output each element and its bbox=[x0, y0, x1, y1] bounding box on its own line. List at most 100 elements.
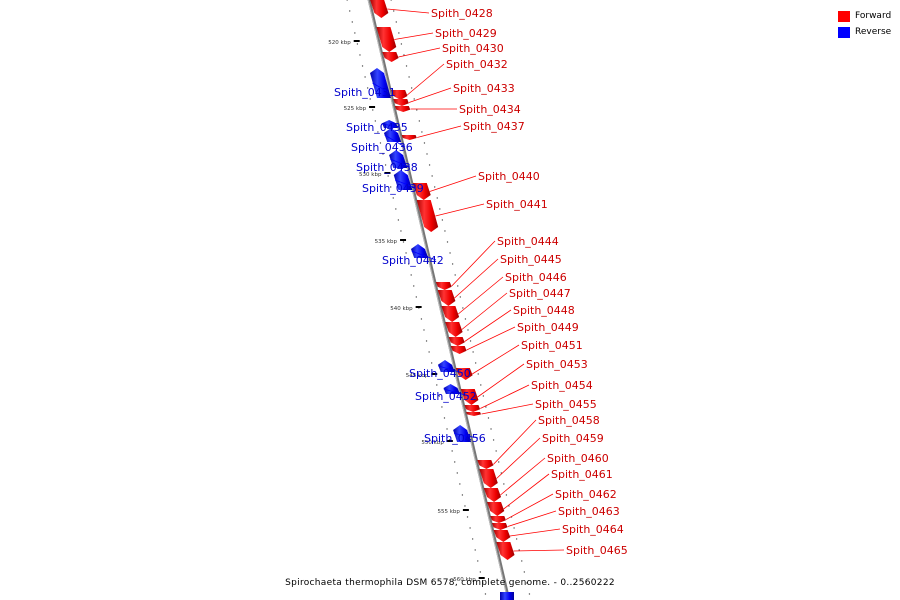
gene-label[interactable]: Spith_0452 bbox=[415, 390, 477, 403]
gene-spith-0464[interactable] bbox=[493, 530, 511, 542]
gene-label[interactable]: Spith_0463 bbox=[558, 505, 620, 518]
legend-reverse-label: Reverse bbox=[855, 27, 892, 37]
guide-dot bbox=[405, 252, 407, 254]
gene-spith-0448[interactable] bbox=[448, 337, 465, 346]
guide-dot bbox=[466, 516, 469, 518]
gene-spith-0446[interactable] bbox=[441, 306, 460, 322]
gene-label[interactable]: Spith_0444 bbox=[497, 235, 559, 248]
gene-label[interactable]: Spith_0430 bbox=[442, 42, 504, 55]
guide-dot bbox=[364, 76, 366, 78]
gene-spith-0434[interactable] bbox=[394, 106, 411, 112]
gene-label[interactable]: Spith_0438 bbox=[356, 161, 418, 174]
guide-dot bbox=[513, 527, 515, 529]
gene-label[interactable]: Spith_0433 bbox=[453, 82, 515, 95]
gene-spith-0450[interactable] bbox=[437, 360, 455, 372]
gene-spith-0449[interactable] bbox=[450, 346, 467, 354]
guide-dot bbox=[474, 362, 477, 364]
gene-spith-0455[interactable] bbox=[466, 412, 482, 416]
gene-spith-0465[interactable] bbox=[496, 542, 515, 560]
guide-dot bbox=[462, 307, 464, 309]
guide-dot bbox=[472, 351, 474, 353]
gene-label[interactable]: Spith_0442 bbox=[382, 254, 444, 267]
gene-label[interactable]: Spith_0428 bbox=[431, 7, 493, 20]
gene-spith-0459[interactable] bbox=[479, 469, 498, 488]
gene-label[interactable]: Spith_0446 bbox=[505, 271, 567, 284]
gene-spith-0433[interactable] bbox=[393, 99, 409, 106]
gene-label[interactable]: Spith_0449 bbox=[517, 321, 579, 334]
gene-label[interactable]: Spith_0458 bbox=[538, 414, 600, 427]
gene-pointer-line bbox=[500, 457, 546, 496]
gene-spith-0440[interactable] bbox=[412, 183, 431, 200]
guide-dot bbox=[359, 54, 361, 56]
gene-spith-0428[interactable] bbox=[370, 0, 389, 18]
guide-dot bbox=[523, 571, 526, 573]
gene-spith-0444[interactable] bbox=[435, 282, 452, 290]
guide-dot bbox=[387, 175, 389, 177]
gene-spith-0437[interactable] bbox=[401, 135, 417, 140]
gene-spith-0456[interactable] bbox=[453, 425, 472, 442]
gene-label[interactable]: Spith_0448 bbox=[513, 304, 575, 317]
gene-label[interactable]: Spith_0451 bbox=[521, 339, 583, 352]
gene-spith-0429[interactable] bbox=[376, 27, 397, 52]
gene-label[interactable]: Spith_0445 bbox=[500, 253, 562, 266]
gene-spith-0452[interactable] bbox=[443, 384, 460, 394]
guide-dot bbox=[471, 538, 474, 540]
gene-spith-0438[interactable] bbox=[389, 150, 408, 168]
gene-spith-0454[interactable] bbox=[464, 405, 481, 412]
gene-pointer-line bbox=[507, 510, 557, 527]
guide-dot bbox=[389, 186, 392, 188]
gene-label[interactable]: Spith_0450 bbox=[409, 367, 471, 380]
gene-label[interactable]: Spith_0453 bbox=[526, 358, 588, 371]
guide-dot bbox=[382, 153, 384, 155]
gene-spith-0441[interactable] bbox=[416, 200, 439, 232]
gene-pointer-line bbox=[481, 403, 534, 415]
guide-dot bbox=[464, 318, 467, 320]
gene-label[interactable]: Spith_0462 bbox=[555, 488, 617, 501]
gene-label[interactable]: Spith_0447 bbox=[509, 287, 571, 300]
gene-label[interactable]: Spith_0455 bbox=[535, 398, 597, 411]
gene-label[interactable]: Spith_0435 bbox=[346, 121, 408, 134]
guide-dot bbox=[526, 582, 528, 584]
gene-spith-0442[interactable] bbox=[410, 244, 429, 258]
gene-label[interactable]: Spith_0436 bbox=[351, 141, 413, 154]
gene-spith-0436[interactable] bbox=[383, 128, 402, 142]
gene-spith-0445[interactable] bbox=[437, 290, 456, 306]
gene-spith-0430[interactable] bbox=[382, 52, 399, 62]
gene-label[interactable]: Spith_0454 bbox=[531, 379, 593, 392]
gene-label[interactable]: Spith_0440 bbox=[478, 170, 540, 183]
gene-label[interactable]: Spith_0456 bbox=[424, 432, 486, 445]
gene-spith-0458[interactable] bbox=[477, 460, 494, 469]
guide-dot bbox=[474, 549, 476, 551]
gene-label[interactable]: Spith_0439 bbox=[362, 182, 424, 195]
guide-dot bbox=[410, 87, 413, 89]
guide-dot bbox=[408, 76, 410, 78]
guide-dot bbox=[451, 263, 454, 265]
gene-label[interactable]: Spith_0461 bbox=[551, 468, 613, 481]
guide-dot bbox=[464, 505, 466, 507]
guide-dot bbox=[503, 483, 505, 485]
gene-pointer-line bbox=[438, 365, 464, 374]
gene-label[interactable]: Spith_0437 bbox=[463, 120, 525, 133]
gene-label[interactable]: Spith_0441 bbox=[486, 198, 548, 211]
genome-caption: Spirochaeta thermophila DSM 6578, comple… bbox=[285, 578, 615, 588]
gene-spith-0451[interactable] bbox=[455, 368, 473, 380]
gene-label[interactable]: Spith_0434 bbox=[459, 103, 521, 116]
guide-dot bbox=[418, 120, 421, 122]
gene-spith-0462[interactable] bbox=[490, 516, 506, 523]
gene-spith-0432[interactable] bbox=[391, 90, 408, 100]
gene-spith-0447[interactable] bbox=[445, 322, 463, 337]
gene-label[interactable]: Spith_0460 bbox=[547, 452, 609, 465]
gene-label[interactable]: Spith_0459 bbox=[542, 432, 604, 445]
gene-spith-0460[interactable] bbox=[483, 488, 502, 502]
gene-label[interactable]: Spith_0429 bbox=[435, 27, 497, 40]
gene-pointer-line bbox=[417, 125, 462, 138]
gene-label[interactable]: Spith_0464 bbox=[562, 523, 624, 536]
gene-label[interactable]: Spith_0431 bbox=[334, 86, 396, 99]
guide-dot bbox=[349, 10, 351, 12]
gene-label[interactable]: Spith_0465 bbox=[566, 544, 628, 557]
reverse-swatch bbox=[838, 26, 850, 38]
gene-spith-0463[interactable] bbox=[491, 523, 508, 530]
gene-spith-0453[interactable] bbox=[460, 389, 479, 405]
gene-spith-0461[interactable] bbox=[487, 502, 505, 516]
gene-label[interactable]: Spith_0432 bbox=[446, 58, 508, 71]
